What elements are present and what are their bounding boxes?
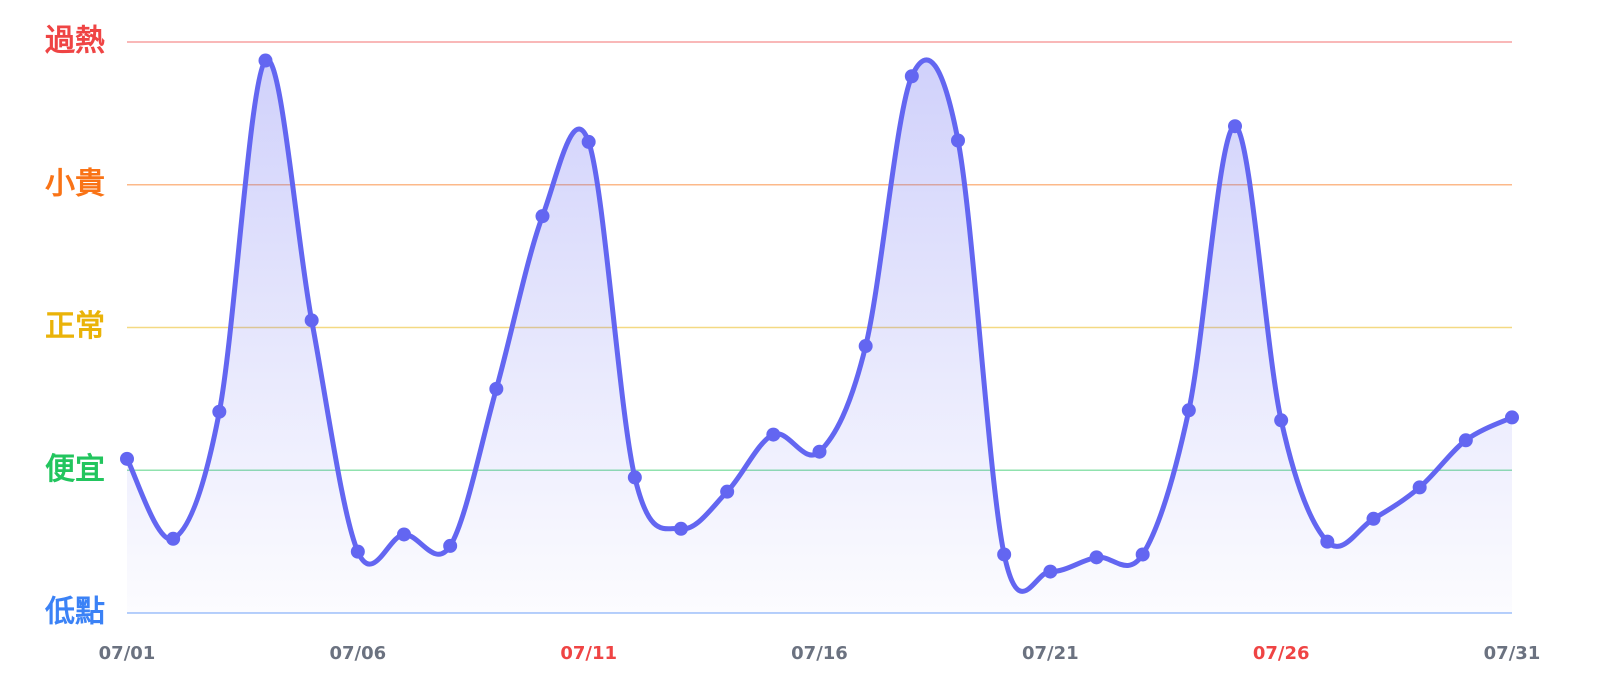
point xyxy=(1458,433,1473,448)
point xyxy=(120,451,134,466)
y-tick-label: 低點 xyxy=(44,595,105,630)
point xyxy=(1366,511,1381,526)
line xyxy=(124,57,1514,594)
point xyxy=(904,69,919,84)
area xyxy=(127,59,1512,613)
point xyxy=(1181,403,1196,418)
point xyxy=(443,538,458,553)
point xyxy=(720,484,735,499)
point xyxy=(212,404,227,419)
x-tick-label: 07/16 xyxy=(791,643,848,664)
point xyxy=(1274,413,1289,428)
point xyxy=(350,544,365,559)
y-tick-label: 小貴 xyxy=(45,166,105,201)
point xyxy=(766,427,781,442)
point xyxy=(1505,410,1519,425)
point xyxy=(997,547,1012,562)
point xyxy=(627,470,642,485)
point xyxy=(1320,534,1335,549)
point xyxy=(1043,564,1058,579)
point xyxy=(489,381,504,396)
y-tick-label: 便宜 xyxy=(45,452,105,487)
point xyxy=(166,531,181,546)
point xyxy=(304,313,319,328)
point xyxy=(1135,547,1150,562)
y-tick-label: 過熱 xyxy=(45,24,105,59)
point xyxy=(535,209,550,224)
point xyxy=(858,339,873,354)
x-tick-label: 07/01 xyxy=(99,643,156,664)
point xyxy=(1412,480,1427,495)
point xyxy=(951,133,965,148)
point xyxy=(581,134,596,149)
x-tick-label: 07/06 xyxy=(329,643,386,664)
point xyxy=(1228,119,1242,134)
x-tick-label: 07/31 xyxy=(1484,643,1541,664)
x-tick-label: 07/21 xyxy=(1022,643,1079,664)
x-tick-label: 07/11 xyxy=(560,643,617,664)
point xyxy=(674,521,688,536)
point xyxy=(258,53,273,68)
point xyxy=(812,444,827,459)
y-tick-label: 正常 xyxy=(45,309,105,344)
point xyxy=(397,527,411,542)
point xyxy=(1089,550,1104,565)
x-tick-label: 07/26 xyxy=(1253,643,1310,664)
